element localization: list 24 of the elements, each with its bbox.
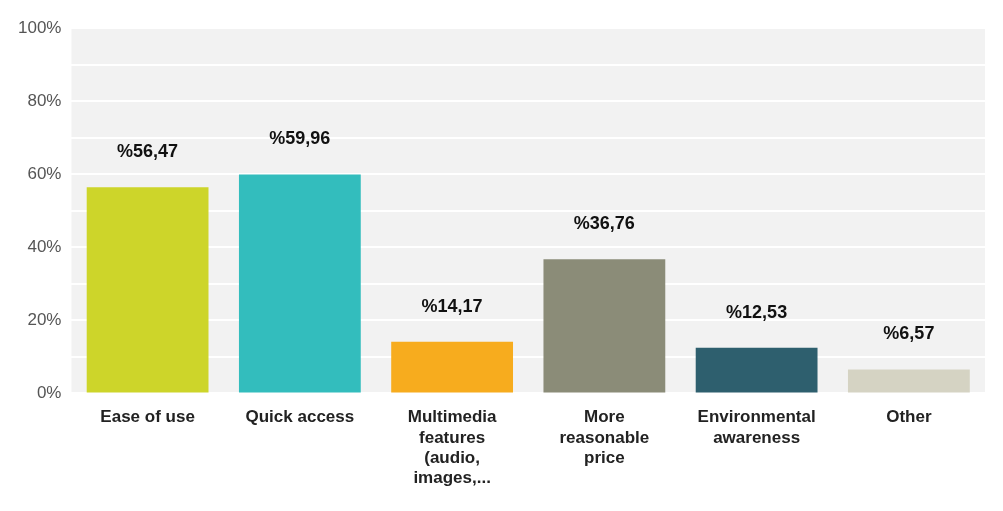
x-tick-label: Multimedia features (audio, images,... [407, 407, 498, 488]
bar [847, 369, 970, 393]
x-tick-label: More reasonable price [559, 407, 650, 468]
data-label: %36,76 [573, 213, 635, 234]
x-tick-label: Quick access [245, 407, 355, 427]
x-tick-label: Ease of use [100, 407, 195, 427]
x-tick-label: Environmental awareness [697, 407, 816, 447]
data-label: %6,57 [883, 323, 935, 344]
bar [543, 259, 666, 393]
data-label: %14,17 [421, 295, 483, 316]
y-tick-label: 0% [36, 383, 62, 403]
y-tick-label: 80% [27, 90, 62, 110]
bar [86, 187, 209, 393]
y-tick-label: 100% [18, 17, 62, 37]
data-label: %56,47 [117, 141, 179, 162]
y-tick-label: 60% [27, 163, 62, 183]
data-label: %12,53 [726, 301, 788, 322]
y-tick-label: 40% [27, 237, 62, 257]
bar [695, 347, 818, 393]
x-tick-label: Other [886, 407, 932, 427]
bar [391, 341, 514, 393]
data-label: %59,96 [269, 128, 331, 149]
bar [238, 174, 361, 393]
y-tick-label: 20% [27, 310, 62, 330]
